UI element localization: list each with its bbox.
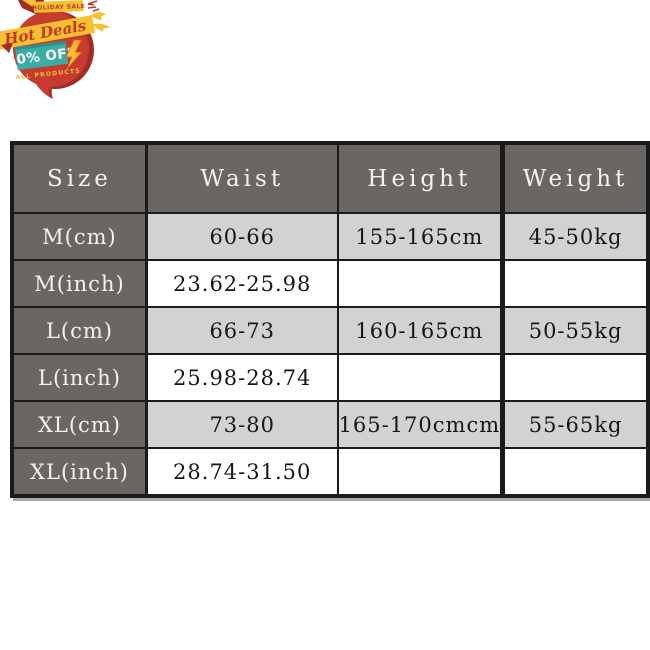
zigzag-doodle-icon [87,0,100,12]
col-header-height: Height [336,142,504,214]
cell-waist: 25.98-28.74 [144,353,339,402]
cell-height [336,259,504,308]
cell-weight [500,353,650,402]
ribbon-fold-left [1,43,13,53]
cell-waist: 66-73 [144,306,339,355]
cell-size: L(inch) [10,353,148,402]
cell-height: 165-170cmcm [336,400,504,449]
hot-deals-badge: HOLIDAY SALE Hot Deals 50% OFF ALL [0,0,111,99]
cell-size: M(inch) [10,259,148,308]
table-row-xl-inch: XL(inch) 28.74-31.50 [10,447,650,497]
cell-weight [500,259,650,308]
cell-weight: 50-55kg [500,306,650,355]
cell-weight: 45-50kg [500,212,650,261]
cell-waist: 73-80 [144,400,339,449]
cell-waist: 23.62-25.98 [144,259,339,308]
col-header-size: Size [10,142,148,214]
lightning-bolt-icon [65,39,83,70]
table-row-m-inch: M(inch) 23.62-25.98 [10,259,650,308]
cell-weight: 55-65kg [500,400,650,449]
cell-weight [500,447,650,497]
cell-height: 155-165cm [336,212,504,261]
cell-size: L(cm) [10,306,148,355]
cell-waist: 60-66 [144,212,339,261]
col-header-waist: Waist [144,142,339,214]
cell-size: M(cm) [10,212,148,261]
cell-size: XL(cm) [10,400,148,449]
table-row-l-cm: L(cm) 66-73 160-165cm 50-55kg [10,306,650,355]
header-row: Size Waist Height Weight [10,142,650,214]
cell-height: 160-165cm [336,306,504,355]
holiday-sale-label: HOLIDAY SALE [32,3,86,12]
holiday-sale-ribbon: HOLIDAY SALE [32,0,86,13]
table-row-l-inch: L(inch) 25.98-28.74 [10,353,650,402]
table-row-xl-cm: XL(cm) 73-80 165-170cmcm 55-65kg [10,400,650,449]
size-chart-table: Size Waist Height Weight M(cm) 60-66 155… [10,141,650,498]
cell-height [336,353,504,402]
cell-size: XL(inch) [10,447,148,497]
table-row-m-cm: M(cm) 60-66 155-165cm 45-50kg [10,212,650,261]
cell-height [336,447,504,497]
col-header-weight: Weight [500,142,650,214]
cell-waist: 28.74-31.50 [144,447,339,497]
